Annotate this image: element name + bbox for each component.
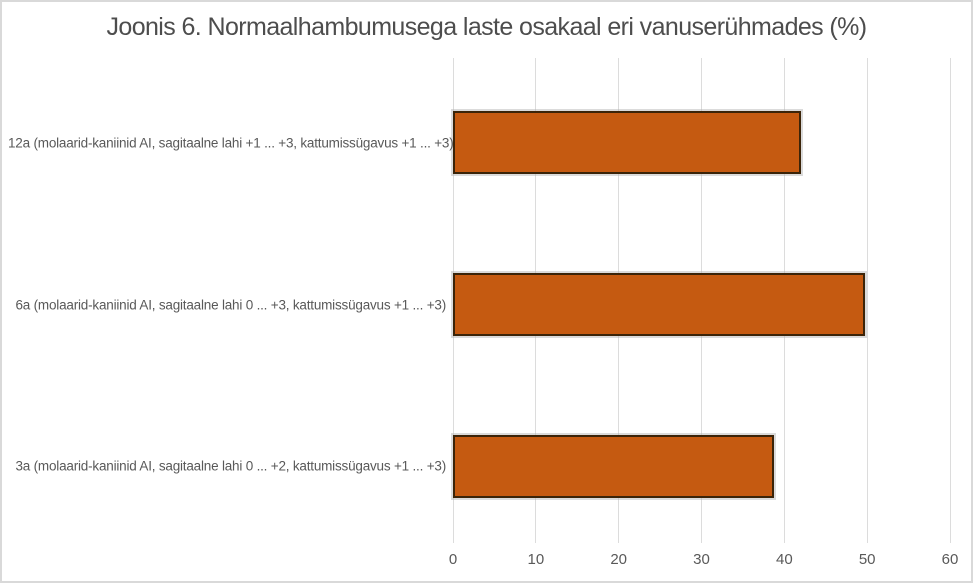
- category-label: 6a (molaarid-kaniinid AI, sagitaalne lah…: [15, 297, 446, 312]
- x-tick-label: 20: [610, 551, 627, 568]
- chart-title: Joonis 6. Normaalhambumusega laste osaka…: [106, 13, 867, 41]
- category-label: 3a (molaarid-kaniinid AI, sagitaalne lah…: [15, 458, 446, 474]
- x-tick-label: 40: [775, 551, 793, 568]
- x-tick-label: 0: [448, 551, 458, 568]
- bar: [453, 434, 775, 498]
- gridline: [866, 58, 868, 543]
- category-label: 12a (molaarid-kaniinid AI, sagitaalne la…: [8, 135, 454, 151]
- x-tick-label: 60: [941, 551, 959, 568]
- x-tick-label: 30: [693, 551, 710, 568]
- x-tick-label: 50: [858, 551, 876, 568]
- gridline: [949, 58, 951, 543]
- bar: [453, 111, 801, 175]
- plot-area: [452, 58, 951, 543]
- bar: [453, 273, 865, 336]
- x-tick-label: 10: [527, 551, 545, 568]
